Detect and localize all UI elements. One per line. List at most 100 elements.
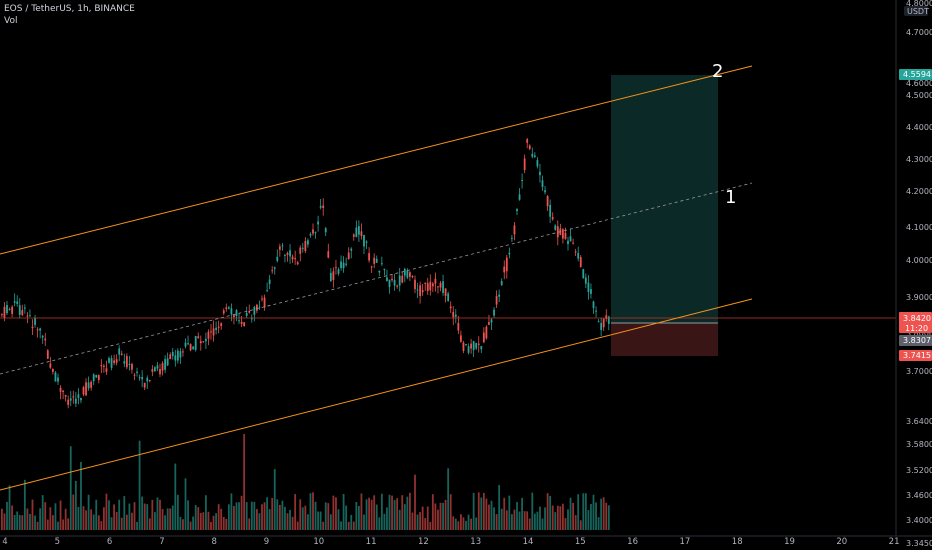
candle-body xyxy=(562,229,564,239)
time-tick[interactable]: 16 xyxy=(627,537,638,547)
time-tick[interactable]: 19 xyxy=(784,537,795,547)
price-tick[interactable]: 3.8000 xyxy=(906,329,932,338)
candle-body xyxy=(189,344,192,351)
volume-bar xyxy=(533,513,536,530)
time-tick[interactable]: 15 xyxy=(575,537,586,547)
price-tick[interactable]: 3.5800 xyxy=(906,440,932,449)
volume-bar xyxy=(90,509,93,530)
candle-body xyxy=(278,246,281,250)
time-axis-ticks[interactable]: 4 5 6 7 8 9 10 11 12 13 14 15 16 17 18 19 20 21 xyxy=(2,537,899,547)
candle-body xyxy=(490,319,493,323)
time-tick[interactable]: 4 xyxy=(2,537,7,547)
time-tick[interactable]: 11 xyxy=(366,537,377,547)
candle-body xyxy=(485,326,488,339)
candle-body xyxy=(146,377,149,382)
candle-body xyxy=(97,375,100,381)
price-tick[interactable]: 3.7000 xyxy=(906,367,932,376)
candle-body xyxy=(340,261,342,268)
time-tick[interactable]: 17 xyxy=(679,537,690,547)
price-tick[interactable]: 3.5200 xyxy=(906,466,932,475)
candle-body xyxy=(92,374,95,382)
price-tick[interactable]: 4.3000 xyxy=(906,155,932,164)
volume-bar xyxy=(296,521,299,530)
price-axis-ticks[interactable]: 4.7000 4.6000 4.5000 4.4000 4.3000 4.2000 4.10… xyxy=(906,28,932,548)
time-tick[interactable]: 13 xyxy=(470,537,481,547)
currency-badge[interactable] xyxy=(904,6,928,16)
price-tick[interactable]: 4.4000 xyxy=(906,123,932,132)
volume-bar xyxy=(284,506,286,530)
loss-zone[interactable] xyxy=(611,323,718,356)
volume-bar xyxy=(59,500,62,530)
channel-upper-line[interactable] xyxy=(0,65,753,255)
volume-bar xyxy=(110,517,113,530)
price-tick[interactable]: 3.3450 xyxy=(906,539,932,548)
volume-bar xyxy=(87,494,90,530)
annotation-label-2[interactable]: 2 xyxy=(712,61,723,82)
candle-body xyxy=(329,272,332,281)
profit-zone[interactable] xyxy=(611,75,718,323)
annotation-label-1[interactable]: 1 xyxy=(725,187,736,208)
volume-bar xyxy=(378,517,381,530)
volume-bar xyxy=(128,503,131,530)
price-tick[interactable]: 3.6400 xyxy=(906,417,932,426)
volume-bar xyxy=(258,513,261,530)
candle-body xyxy=(85,382,87,396)
candle-body xyxy=(536,160,539,167)
candle-body xyxy=(215,327,217,330)
volume-bar xyxy=(294,494,297,530)
candle-body xyxy=(574,251,577,253)
candle-body xyxy=(546,196,549,207)
price-tick[interactable]: 3.9000 xyxy=(906,293,932,302)
candle-body xyxy=(87,382,90,389)
time-tick[interactable]: 21 xyxy=(889,537,900,547)
volume-bar xyxy=(125,514,128,530)
volume-bar xyxy=(136,521,138,530)
price-tick[interactable]: 4.6000 xyxy=(906,79,932,88)
candle-body xyxy=(154,367,156,372)
price-tick[interactable]: 3.4000 xyxy=(906,516,932,525)
price-tick[interactable]: 4.1000 xyxy=(906,223,932,232)
volume-bar xyxy=(493,507,495,530)
time-tick[interactable]: 14 xyxy=(523,537,534,547)
time-tick[interactable]: 20 xyxy=(836,537,847,547)
volume-bar xyxy=(513,509,516,530)
time-tick[interactable]: 8 xyxy=(211,537,216,547)
currency-label[interactable]: USDT xyxy=(907,7,929,16)
candle-body xyxy=(449,306,452,309)
volume-bars xyxy=(1,434,610,530)
volume-bar xyxy=(462,517,465,530)
volume-indicator-label[interactable]: Vol xyxy=(4,16,18,26)
candle-body xyxy=(23,307,26,309)
symbol-title[interactable]: EOS / TetherUS, 1h, BINANCE xyxy=(4,4,135,14)
time-tick[interactable]: 6 xyxy=(107,537,112,547)
price-tick[interactable]: 4.7000 xyxy=(906,28,932,37)
volume-bar xyxy=(36,521,39,530)
candle-body xyxy=(393,280,396,286)
candle-body xyxy=(516,209,518,212)
channel-lower-line[interactable] xyxy=(0,298,753,491)
candle-body xyxy=(16,301,19,304)
time-tick[interactable]: 18 xyxy=(732,537,743,547)
price-tick[interactable]: 4.2000 xyxy=(906,187,932,196)
price-tick[interactable]: 3.4600 xyxy=(906,491,932,500)
price-tick[interactable]: 4.5000 xyxy=(906,91,932,100)
volume-bar xyxy=(587,510,590,530)
candle-body xyxy=(569,236,572,242)
time-tick[interactable]: 12 xyxy=(418,537,429,547)
candle-body xyxy=(475,343,478,349)
target-price-label: 4.5594 xyxy=(899,69,932,80)
time-tick[interactable]: 9 xyxy=(264,537,269,547)
time-tick[interactable]: 10 xyxy=(313,537,324,547)
volume-bar xyxy=(567,509,569,530)
time-tick[interactable]: 7 xyxy=(159,537,164,547)
volume-bar xyxy=(595,502,597,530)
stop-price-text: 3.7415 xyxy=(903,351,931,360)
volume-bar xyxy=(80,461,82,530)
candle-body xyxy=(225,307,228,310)
time-tick[interactable]: 5 xyxy=(55,537,60,547)
candle-body xyxy=(398,275,401,286)
volume-bar xyxy=(508,495,511,530)
volume-bar xyxy=(393,500,396,530)
price-tick[interactable]: 4.0000 xyxy=(906,256,932,265)
